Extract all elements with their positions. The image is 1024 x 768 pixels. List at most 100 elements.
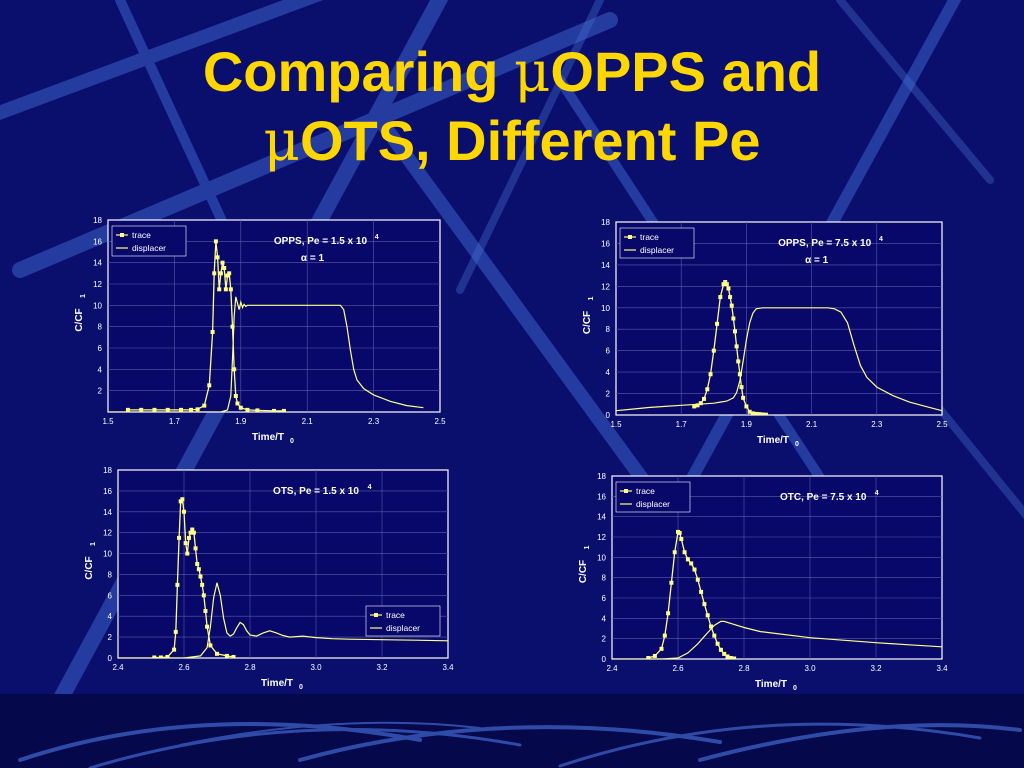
y-tick-label: 0 — [606, 411, 611, 420]
data-point-trace — [725, 654, 730, 659]
x-tick-label: 1.9 — [741, 420, 753, 429]
data-point-trace — [230, 324, 235, 329]
data-point-trace — [201, 593, 206, 598]
y-tick-label: 14 — [601, 261, 610, 270]
data-point-trace — [659, 646, 664, 651]
data-point-trace — [672, 550, 677, 555]
data-point-trace — [679, 537, 684, 542]
data-point-trace — [669, 580, 674, 585]
legend-box — [111, 225, 187, 257]
slide-title: Comparing μOPPS and μOTS, Different Pe — [0, 38, 1024, 176]
data-point-trace — [662, 633, 667, 638]
data-point-trace — [695, 577, 700, 582]
data-point-trace — [760, 412, 765, 415]
title-line-2: μOTS, Different Pe — [263, 109, 761, 174]
x-tick-label: 2.6 — [672, 664, 684, 673]
data-point-trace — [202, 403, 207, 408]
chart-title-superscript: 4 — [375, 234, 379, 241]
data-point-trace — [191, 530, 196, 535]
data-point-trace — [734, 344, 739, 349]
y-tick-label: 4 — [602, 614, 607, 623]
data-point-trace — [179, 407, 184, 412]
data-point-trace — [177, 535, 182, 540]
x-tick-label: 2.1 — [806, 420, 818, 429]
data-point-trace — [232, 367, 237, 372]
y-tick-label: 14 — [103, 508, 112, 517]
y-tick-label: 8 — [98, 323, 103, 332]
x-axis-label-subscript: 0 — [290, 438, 294, 445]
legend-box — [365, 605, 441, 637]
y-axis-label-subscript: 1 — [588, 297, 595, 301]
data-point-trace — [225, 273, 230, 278]
x-tick-label: 3.4 — [936, 664, 948, 673]
x-tick-label: 1.7 — [169, 417, 181, 426]
x-axis-label-subscript: 0 — [299, 684, 303, 691]
data-point-trace — [695, 403, 700, 408]
data-point-trace — [739, 385, 744, 390]
series-trace — [646, 529, 737, 659]
y-axis-label: C/CF — [578, 560, 589, 583]
y-axis-label-subscript: 1 — [584, 546, 591, 550]
data-point-trace — [172, 647, 177, 652]
data-point-trace — [186, 535, 191, 540]
data-point-trace — [702, 396, 707, 401]
legend-marker-trace — [374, 613, 378, 617]
data-point-trace — [272, 408, 276, 412]
y-tick-label: 2 — [108, 633, 113, 642]
data-point-trace — [744, 404, 749, 409]
y-tick-label: 4 — [98, 365, 103, 374]
x-tick-label: 2.4 — [606, 664, 618, 673]
data-point-trace — [173, 629, 178, 634]
data-point-trace — [705, 387, 710, 392]
title-line-1: Comparing μOPPS and — [202, 40, 822, 105]
data-point-trace — [731, 316, 736, 321]
data-point-trace — [728, 295, 733, 300]
data-point-trace — [224, 653, 229, 658]
y-tick-label: 2 — [602, 635, 607, 644]
y-axis-label: C/CF — [84, 556, 95, 579]
x-tick-label: 1.5 — [610, 420, 622, 429]
data-point-trace — [722, 651, 727, 656]
data-point-trace — [208, 643, 213, 648]
data-point-trace — [217, 287, 222, 292]
y-tick-label: 14 — [597, 513, 606, 522]
y-axis-label: C/CF — [582, 311, 593, 334]
data-point-trace — [165, 654, 170, 658]
data-point-trace — [728, 655, 733, 659]
data-point-trace — [666, 611, 671, 616]
x-axis-label-subscript: 0 — [793, 685, 797, 692]
y-tick-label: 18 — [601, 218, 610, 227]
data-point-trace — [189, 407, 193, 412]
y-axis-label-group: C/CF 1 — [84, 542, 97, 580]
data-point-trace — [195, 407, 200, 412]
series-line-displacer — [108, 296, 424, 412]
data-point-trace — [195, 562, 200, 566]
x-tick-label: 2.5 — [434, 417, 446, 426]
data-point-trace — [212, 271, 217, 276]
series-displacer — [118, 582, 448, 658]
legend-label-trace: trace — [640, 232, 659, 242]
y-axis-label-group: C/CF 1 — [74, 294, 87, 332]
data-point-trace — [203, 609, 208, 613]
y-tick-label: 6 — [98, 344, 103, 353]
data-point-trace — [685, 557, 690, 562]
data-point-trace — [193, 546, 198, 551]
data-point-trace — [699, 589, 704, 594]
data-point-trace — [750, 411, 755, 415]
data-point-trace — [723, 280, 728, 285]
data-point-trace — [757, 412, 762, 415]
data-point-trace — [245, 407, 250, 412]
legend-box — [619, 227, 695, 259]
data-point-trace — [223, 287, 228, 292]
data-point-trace — [178, 499, 183, 504]
data-point-trace — [182, 509, 186, 514]
x-axis-label: Time/T — [757, 435, 789, 446]
data-point-trace — [215, 255, 220, 260]
data-point-trace — [729, 303, 734, 308]
y-tick-label: 0 — [108, 654, 113, 663]
chart-title-superscript: 4 — [879, 236, 883, 243]
chart-opps-pe-7-5: 1.5 1.7 1.9 2.1 2.3 2.5 0 2 4 6 8 10 12 14 16 18 OPPS, P… — [570, 214, 950, 452]
y-tick-label: 8 — [602, 574, 607, 583]
x-tick-label: 3.0 — [804, 664, 816, 673]
y-tick-label: 4 — [108, 612, 113, 621]
